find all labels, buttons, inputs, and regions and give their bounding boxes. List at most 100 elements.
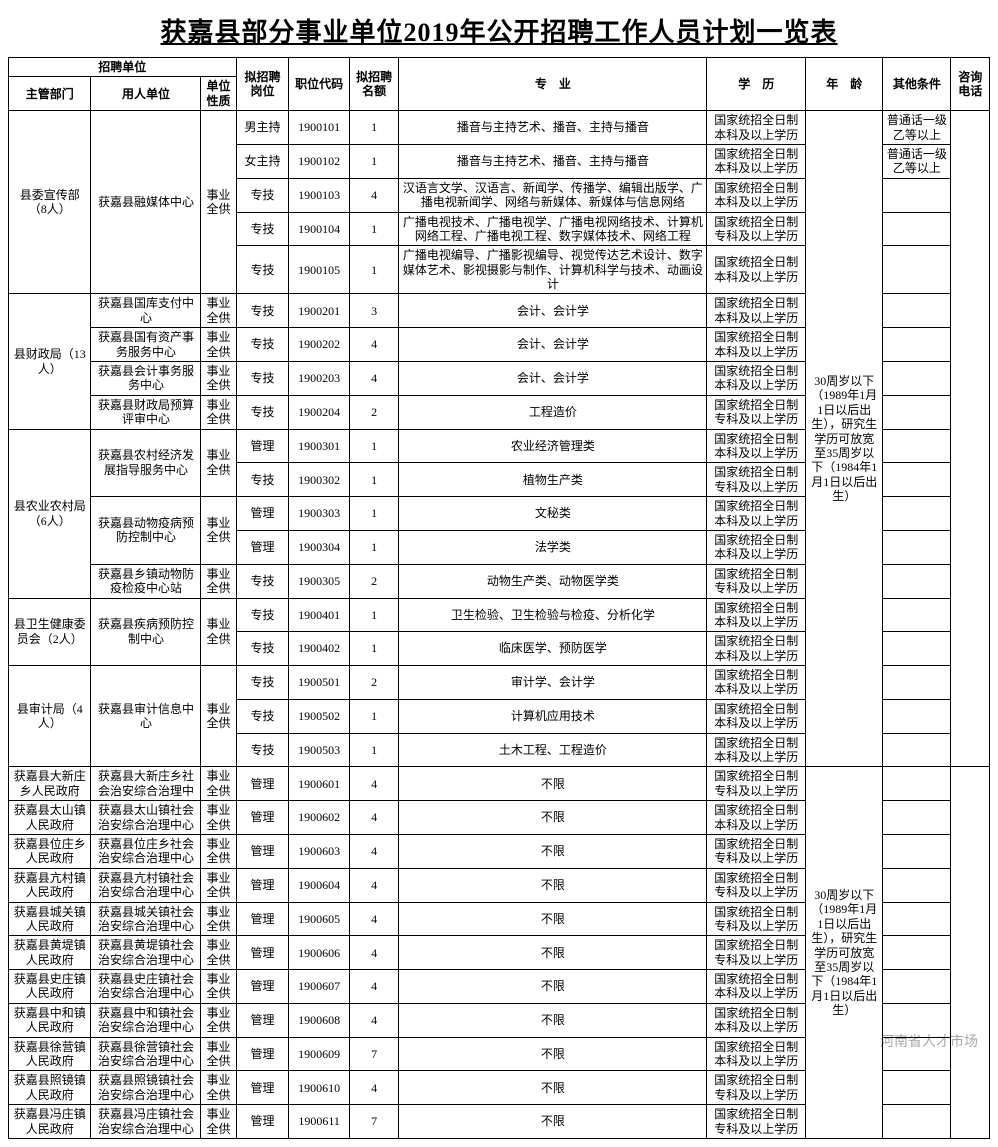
- cell-position: 专技: [236, 666, 289, 700]
- cell-code: 1900603: [289, 834, 349, 868]
- cell-count: 4: [349, 970, 398, 1004]
- cell-major: 不限: [399, 1071, 707, 1105]
- cell-other: [883, 902, 951, 936]
- cell-position: 管理: [236, 497, 289, 531]
- cell-major: 不限: [399, 1037, 707, 1071]
- cell-major: 审计学、会计学: [399, 666, 707, 700]
- cell-nature: 事业全供: [201, 429, 236, 497]
- table-row: 获嘉县大新庄乡人民政府获嘉县大新庄乡社会治安综合治理中事业全供管理1900601…: [9, 767, 990, 801]
- cell-employer: 获嘉县亢村镇社会治安综合治理中心: [91, 868, 201, 902]
- cell-employer: 获嘉县城关镇社会治安综合治理中心: [91, 902, 201, 936]
- cell-count: 1: [349, 699, 398, 733]
- cell-education: 国家统招全日制本科及以上学历: [707, 362, 806, 396]
- cell-position: 专技: [236, 246, 289, 294]
- cell-code: 1900104: [289, 212, 349, 246]
- cell-count: 7: [349, 1105, 398, 1139]
- cell-employer: 获嘉县财政局预算评审中心: [91, 395, 201, 429]
- cell-count: 4: [349, 362, 398, 396]
- cell-education: 国家统招全日制本科及以上学历: [707, 1003, 806, 1037]
- cell-count: 4: [349, 767, 398, 801]
- cell-education: 国家统招全日制本科及以上学历: [707, 144, 806, 178]
- cell-position: 管理: [236, 767, 289, 801]
- cell-other: 普通话一级乙等以上: [883, 144, 951, 178]
- cell-count: 1: [349, 530, 398, 564]
- cell-dept: 获嘉县大新庄乡人民政府: [9, 767, 91, 801]
- cell-count: 1: [349, 246, 398, 294]
- cell-major: 动物生产类、动物医学类: [399, 564, 707, 598]
- cell-education: 国家统招全日制专科及以上学历: [707, 767, 806, 801]
- cell-major: 广播电视技术、广播电视学、广播电视网络技术、计算机网络工程、广播电视工程、数字媒…: [399, 212, 707, 246]
- cell-count: 4: [349, 868, 398, 902]
- cell-code: 1900201: [289, 294, 349, 328]
- cell-major: 会计、会计学: [399, 362, 707, 396]
- cell-employer: 获嘉县黄堤镇社会治安综合治理中心: [91, 936, 201, 970]
- cell-employer: 获嘉县太山镇社会治安综合治理中心: [91, 801, 201, 835]
- cell-other: [883, 632, 951, 666]
- cell-position: 专技: [236, 178, 289, 212]
- cell-code: 1900305: [289, 564, 349, 598]
- cell-dept: 获嘉县中和镇人民政府: [9, 1003, 91, 1037]
- cell-position: 专技: [236, 699, 289, 733]
- cell-education: 国家统招全日制本科及以上学历: [707, 970, 806, 1004]
- cell-position: 男主持: [236, 111, 289, 145]
- cell-nature: 事业全供: [201, 395, 236, 429]
- cell-code: 1900606: [289, 936, 349, 970]
- cell-employer: 获嘉县动物疫病预防控制中心: [91, 497, 201, 565]
- cell-education: 国家统招全日制本科及以上学历: [707, 429, 806, 463]
- cell-education: 国家统招全日制专科及以上学历: [707, 902, 806, 936]
- cell-major: 不限: [399, 902, 707, 936]
- cell-dept: 获嘉县黄堤镇人民政府: [9, 936, 91, 970]
- cell-count: 1: [349, 733, 398, 767]
- cell-major: 法学类: [399, 530, 707, 564]
- cell-employer: 获嘉县国有资产事务服务中心: [91, 328, 201, 362]
- cell-count: 1: [349, 144, 398, 178]
- cell-code: 1900102: [289, 144, 349, 178]
- cell-education: 国家统招全日制专科及以上学历: [707, 1071, 806, 1105]
- cell-education: 国家统招全日制本科及以上学历: [707, 111, 806, 145]
- cell-education: 国家统招全日制本科及以上学历: [707, 598, 806, 632]
- cell-education: 国家统招全日制专科及以上学历: [707, 463, 806, 497]
- cell-code: 1900605: [289, 902, 349, 936]
- cell-other: [883, 362, 951, 396]
- cell-major: 不限: [399, 767, 707, 801]
- header-code: 职位代码: [289, 58, 349, 111]
- cell-count: 4: [349, 1003, 398, 1037]
- cell-major: 不限: [399, 801, 707, 835]
- header-phone: 咨询电话: [951, 58, 990, 111]
- cell-major: 临床医学、预防医学: [399, 632, 707, 666]
- cell-dept: 县财政局（13人）: [9, 294, 91, 429]
- cell-education: 国家统招全日制专科及以上学历: [707, 868, 806, 902]
- cell-code: 1900607: [289, 970, 349, 1004]
- cell-major: 文秘类: [399, 497, 707, 531]
- cell-employer: 获嘉县照镜镇社会治安综合治理中心: [91, 1071, 201, 1105]
- cell-other: [883, 294, 951, 328]
- cell-code: 1900203: [289, 362, 349, 396]
- cell-major: 工程造价: [399, 395, 707, 429]
- cell-nature: 事业全供: [201, 868, 236, 902]
- cell-major: 会计、会计学: [399, 294, 707, 328]
- cell-nature: 事业全供: [201, 1071, 236, 1105]
- cell-major: 卫生检验、卫生检验与检疫、分析化学: [399, 598, 707, 632]
- cell-code: 1900402: [289, 632, 349, 666]
- cell-major: 不限: [399, 970, 707, 1004]
- cell-employer: 获嘉县大新庄乡社会治安综合治理中: [91, 767, 201, 801]
- cell-education: 国家统招全日制专科及以上学历: [707, 212, 806, 246]
- header-major: 专 业: [399, 58, 707, 111]
- cell-education: 国家统招全日制专科及以上学历: [707, 1105, 806, 1139]
- cell-major: 会计、会计学: [399, 328, 707, 362]
- cell-code: 1900609: [289, 1037, 349, 1071]
- cell-dept: 获嘉县徐营镇人民政府: [9, 1037, 91, 1071]
- cell-education: 国家统招全日制本科及以上学历: [707, 1037, 806, 1071]
- cell-nature: 事业全供: [201, 294, 236, 328]
- cell-count: 1: [349, 463, 398, 497]
- cell-nature: 事业全供: [201, 902, 236, 936]
- cell-count: 1: [349, 429, 398, 463]
- cell-position: 专技: [236, 598, 289, 632]
- cell-other: [883, 699, 951, 733]
- cell-nature: 事业全供: [201, 497, 236, 565]
- cell-education: 国家统招全日制本科及以上学历: [707, 530, 806, 564]
- cell-position: 管理: [236, 936, 289, 970]
- cell-employer: 获嘉县国库支付中心: [91, 294, 201, 328]
- cell-position: 管理: [236, 801, 289, 835]
- cell-code: 1900103: [289, 178, 349, 212]
